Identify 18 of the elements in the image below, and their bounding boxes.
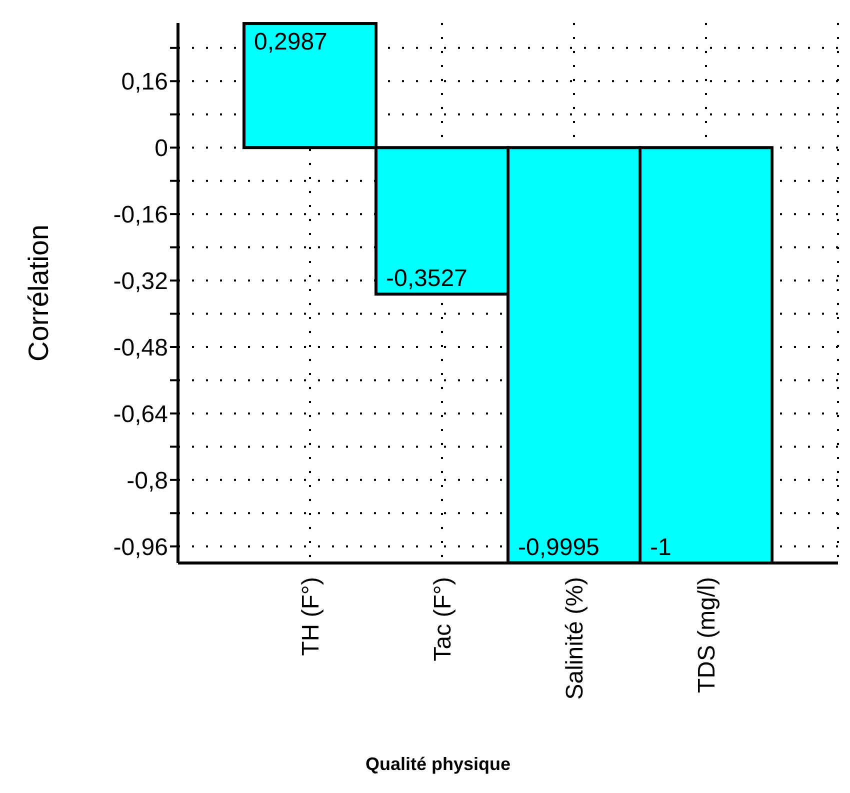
x-tick-label: TDS (mg/l) xyxy=(693,577,720,693)
x-tick-label: Salinité (%) xyxy=(561,577,588,700)
x-tick-label: TH (F°) xyxy=(297,577,324,656)
data-label: -0,9995 xyxy=(518,534,600,561)
data-label: -1 xyxy=(650,534,672,561)
x-tick-label: Tac (F°) xyxy=(429,577,456,662)
y-axis-title: Corrélation xyxy=(23,224,54,362)
y-tick-label: -0,32 xyxy=(113,268,168,295)
y-tick-label: -0,8 xyxy=(126,467,168,494)
data-label: -0,3527 xyxy=(386,265,468,292)
y-tick-label: 0 xyxy=(154,135,168,162)
data-label: 0,2987 xyxy=(254,28,328,56)
y-tick-label: -0,16 xyxy=(113,201,168,228)
y-tick-label: 0,16 xyxy=(121,68,168,96)
y-tick-label: -0,96 xyxy=(113,534,168,561)
y-tick-label: -0,64 xyxy=(113,400,168,428)
x-axis-title: Qualité physique xyxy=(365,754,511,774)
y-tick-label: -0,48 xyxy=(113,334,168,362)
